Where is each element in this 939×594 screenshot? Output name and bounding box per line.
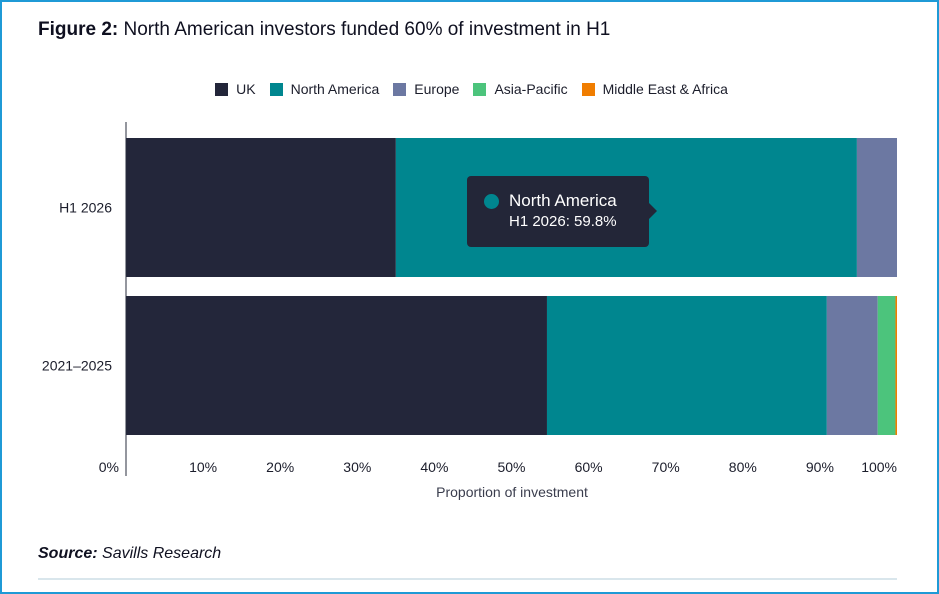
legend-swatch	[473, 82, 487, 96]
tooltip-series-name: North America	[509, 191, 617, 210]
x-tick-label: 0%	[99, 459, 119, 475]
x-tick-label: 30%	[343, 459, 371, 475]
legend-swatch	[269, 82, 283, 96]
legend-item[interactable]: North America	[269, 81, 380, 97]
x-tick-label: 70%	[652, 459, 680, 475]
category-label: H1 2026	[59, 200, 112, 216]
source-note: Source: Savills Research	[38, 543, 221, 565]
x-tick-label: 80%	[729, 459, 757, 475]
bar-segment[interactable]	[856, 138, 897, 277]
x-tick-label: 10%	[189, 459, 217, 475]
legend-label: North America	[290, 81, 380, 97]
legend-label: Asia-Pacific	[494, 81, 568, 97]
source-text: Savills Research	[102, 545, 222, 562]
x-tick-label: 50%	[497, 459, 525, 475]
x-tick-label: 20%	[266, 459, 294, 475]
chart-tooltip: North America H1 2026: 59.8%	[467, 176, 657, 247]
legend-swatch	[215, 82, 229, 96]
figure-title-text: North American investors funded 60% of i…	[123, 19, 611, 40]
chart-legend: UK North America Europe Asia-Pacific Middle …	[2, 78, 939, 100]
x-tick-label: 100%	[861, 459, 897, 475]
legend-item[interactable]: Europe	[393, 81, 459, 97]
source-label: Source:	[38, 545, 98, 562]
legend-label: UK	[236, 81, 256, 97]
legend-label: Middle East & Africa	[602, 81, 728, 97]
x-tick-label: 60%	[575, 459, 603, 475]
x-tick-label: 40%	[420, 459, 448, 475]
bar-segment[interactable]	[826, 296, 878, 435]
legend-label: Europe	[414, 81, 460, 97]
figure-title: Figure 2: North American investors funde…	[38, 18, 610, 42]
category-label: 2021–2025	[42, 358, 112, 374]
tooltip-value: H1 2026: 59.8%	[509, 213, 617, 230]
bar-segment[interactable]	[126, 138, 396, 277]
legend-item[interactable]: UK	[215, 81, 256, 97]
bar-segment[interactable]	[895, 296, 897, 435]
legend-swatch	[581, 82, 595, 96]
legend-item[interactable]: Asia-Pacific	[473, 81, 568, 97]
tooltip-series-dot-icon	[484, 193, 499, 209]
x-axis-title: Proportion of investment	[436, 484, 588, 500]
bar-segment[interactable]	[877, 296, 896, 435]
legend-item[interactable]: Middle East & Africa	[581, 81, 728, 97]
tooltip-header: North America	[484, 190, 649, 212]
bar-segment[interactable]	[546, 296, 827, 435]
bar-segment[interactable]	[126, 296, 547, 435]
x-tick-label: 90%	[806, 459, 834, 475]
bar-chart: H1 2026 2021–2025 0% 10% 20% 30% 40% 50% 60% 70% 8…	[42, 122, 897, 500]
figure-label: Figure 2:	[38, 19, 119, 40]
legend-swatch	[393, 82, 407, 96]
bottom-divider	[38, 578, 897, 580]
